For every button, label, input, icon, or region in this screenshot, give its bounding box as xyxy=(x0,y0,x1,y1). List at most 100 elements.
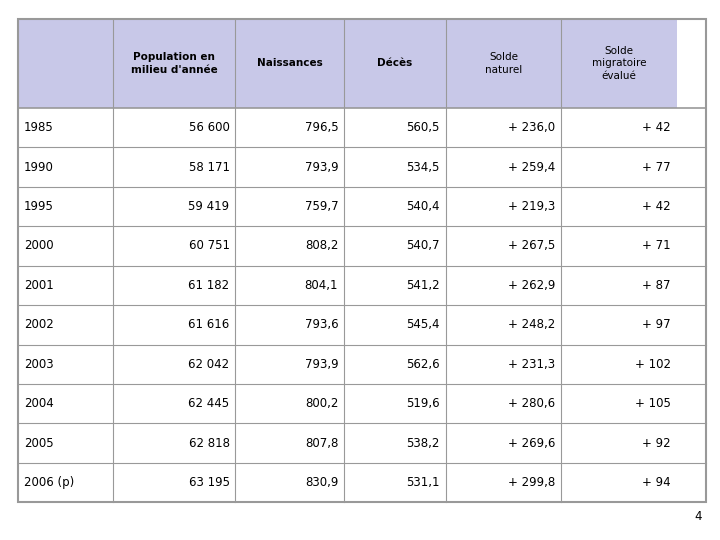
Text: + 105: + 105 xyxy=(635,397,671,410)
Bar xyxy=(446,423,561,463)
Bar xyxy=(561,345,677,384)
Bar xyxy=(18,345,113,384)
Bar xyxy=(561,423,677,463)
Bar xyxy=(344,345,446,384)
Text: Solde
naturel: Solde naturel xyxy=(485,52,522,75)
Text: 562,6: 562,6 xyxy=(406,357,440,371)
Bar xyxy=(113,187,235,226)
Text: 1985: 1985 xyxy=(24,121,53,134)
Bar xyxy=(235,305,344,345)
Text: 2006 (p): 2006 (p) xyxy=(24,476,74,489)
Text: 793,6: 793,6 xyxy=(305,318,338,332)
Text: 2001: 2001 xyxy=(24,279,53,292)
Text: 830,9: 830,9 xyxy=(305,476,338,489)
Text: 1995: 1995 xyxy=(24,200,53,213)
Bar xyxy=(235,187,344,226)
Bar xyxy=(235,19,344,108)
Text: 804,1: 804,1 xyxy=(305,279,338,292)
Text: 519,6: 519,6 xyxy=(406,397,440,410)
Text: + 248,2: + 248,2 xyxy=(508,318,555,332)
Text: 4: 4 xyxy=(695,510,702,523)
Bar xyxy=(561,187,677,226)
Bar xyxy=(18,108,113,147)
Text: 56 600: 56 600 xyxy=(189,121,230,134)
Text: 2005: 2005 xyxy=(24,436,53,450)
Text: 2000: 2000 xyxy=(24,239,53,253)
Text: 2002: 2002 xyxy=(24,318,53,332)
Bar xyxy=(446,266,561,305)
Bar xyxy=(113,345,235,384)
Bar xyxy=(344,108,446,147)
Bar xyxy=(235,226,344,266)
Text: 545,4: 545,4 xyxy=(406,318,440,332)
Bar xyxy=(561,463,677,502)
Bar xyxy=(561,19,677,108)
Text: + 219,3: + 219,3 xyxy=(508,200,555,213)
Bar xyxy=(235,266,344,305)
Text: 793,9: 793,9 xyxy=(305,160,338,174)
Bar xyxy=(235,423,344,463)
Bar xyxy=(18,19,706,502)
Bar xyxy=(18,384,113,423)
Bar xyxy=(344,384,446,423)
Text: 2003: 2003 xyxy=(24,357,53,371)
Text: 61 182: 61 182 xyxy=(189,279,230,292)
Text: 1990: 1990 xyxy=(24,160,53,174)
Text: 62 818: 62 818 xyxy=(189,436,230,450)
Bar xyxy=(344,187,446,226)
Text: 2004: 2004 xyxy=(24,397,53,410)
Bar xyxy=(561,266,677,305)
Bar xyxy=(344,226,446,266)
Bar xyxy=(561,305,677,345)
Text: Population en
milieu d'année: Population en milieu d'année xyxy=(131,52,217,75)
Text: + 236,0: + 236,0 xyxy=(508,121,555,134)
Bar xyxy=(446,108,561,147)
Bar xyxy=(18,423,113,463)
Text: Décès: Décès xyxy=(377,58,413,69)
Text: + 87: + 87 xyxy=(642,279,671,292)
Bar xyxy=(113,266,235,305)
Bar xyxy=(113,384,235,423)
Text: + 262,9: + 262,9 xyxy=(508,279,555,292)
Text: + 42: + 42 xyxy=(642,200,671,213)
Bar xyxy=(446,19,561,108)
Text: 793,9: 793,9 xyxy=(305,357,338,371)
Bar xyxy=(113,108,235,147)
Text: 59 419: 59 419 xyxy=(189,200,230,213)
Bar xyxy=(113,423,235,463)
Text: + 92: + 92 xyxy=(642,436,671,450)
Text: + 42: + 42 xyxy=(642,121,671,134)
Text: 61 616: 61 616 xyxy=(188,318,230,332)
Text: 62 445: 62 445 xyxy=(189,397,230,410)
Text: 62 042: 62 042 xyxy=(189,357,230,371)
Bar xyxy=(446,463,561,502)
Text: + 231,3: + 231,3 xyxy=(508,357,555,371)
Bar xyxy=(113,305,235,345)
Bar xyxy=(344,463,446,502)
Bar xyxy=(18,19,113,108)
Text: 807,8: 807,8 xyxy=(305,436,338,450)
Text: + 280,6: + 280,6 xyxy=(508,397,555,410)
Text: 63 195: 63 195 xyxy=(189,476,230,489)
Text: + 77: + 77 xyxy=(642,160,671,174)
Text: 538,2: 538,2 xyxy=(407,436,440,450)
Text: + 94: + 94 xyxy=(642,476,671,489)
Text: 560,5: 560,5 xyxy=(407,121,440,134)
Text: 808,2: 808,2 xyxy=(305,239,338,253)
Bar xyxy=(344,305,446,345)
Bar xyxy=(446,187,561,226)
Bar xyxy=(235,384,344,423)
Bar xyxy=(113,226,235,266)
Bar xyxy=(235,108,344,147)
Bar xyxy=(561,226,677,266)
Text: 534,5: 534,5 xyxy=(407,160,440,174)
Text: + 269,6: + 269,6 xyxy=(508,436,555,450)
Text: Solde
migratoire
évalué: Solde migratoire évalué xyxy=(592,46,647,81)
Bar xyxy=(446,226,561,266)
Bar xyxy=(235,147,344,187)
Text: + 299,8: + 299,8 xyxy=(508,476,555,489)
Bar xyxy=(113,463,235,502)
Text: 541,2: 541,2 xyxy=(406,279,440,292)
Bar xyxy=(446,384,561,423)
Text: + 267,5: + 267,5 xyxy=(508,239,555,253)
